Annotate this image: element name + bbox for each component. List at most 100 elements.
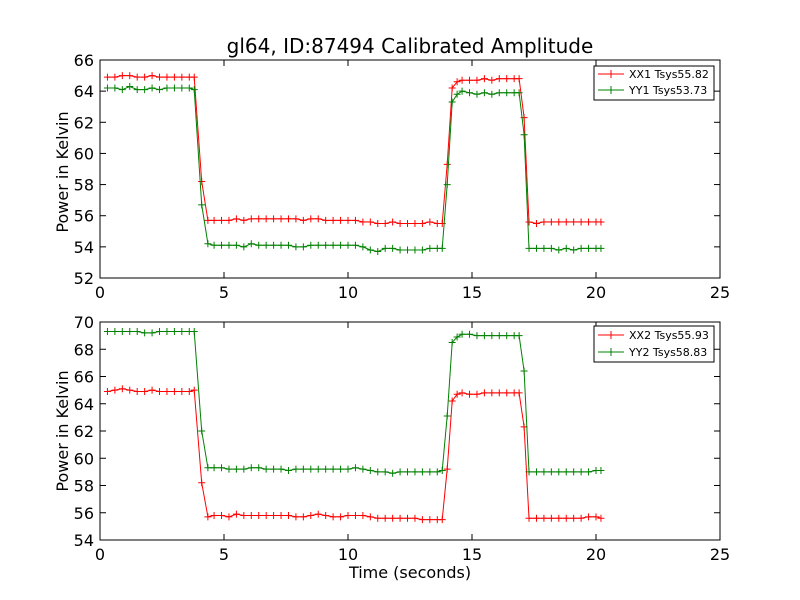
bottom-data-point-2	[374, 468, 382, 476]
top-data-point-1	[466, 76, 474, 84]
bottom-data-point-1	[307, 511, 315, 519]
top-data-point-2	[411, 246, 419, 254]
bottom-data-point-1	[389, 514, 397, 522]
bottom-data-point-2	[503, 332, 511, 340]
top-data-point-1	[473, 76, 481, 84]
top-data-point-1	[404, 220, 412, 227]
top-data-point-2	[225, 241, 233, 249]
bottom-data-point-2	[344, 465, 352, 473]
top-data-point-1	[525, 218, 533, 226]
top-x-tick-label: 0	[95, 283, 105, 302]
top-data-point-2	[299, 243, 307, 251]
bottom-data-point-2	[404, 468, 412, 476]
bottom-data-point-1	[255, 511, 263, 519]
bottom-data-point-2	[240, 465, 248, 473]
top-data-point-2	[284, 241, 292, 249]
bottom-data-point-2	[141, 329, 149, 337]
top-data-point-1	[562, 218, 570, 226]
top-data-point-2	[118, 86, 126, 94]
bottom-data-point-1	[359, 511, 367, 519]
bottom-y-tick-label: 70	[74, 313, 94, 332]
top-data-point-1	[255, 215, 263, 223]
top-data-point-2	[126, 82, 134, 90]
top-data-point-2	[322, 241, 330, 249]
top-data-point-1	[178, 73, 186, 81]
bottom-data-point-2	[466, 330, 474, 338]
top-data-point-2	[515, 89, 523, 97]
bottom-data-point-2	[247, 464, 255, 472]
bottom-data-point-2	[381, 468, 389, 476]
top-data-point-2	[170, 84, 178, 92]
top-data-point-2	[520, 131, 528, 139]
top-data-point-1	[396, 220, 404, 227]
top-data-point-1	[374, 220, 382, 227]
bottom-data-point-2	[337, 465, 345, 473]
bottom-data-point-1	[381, 514, 389, 522]
top-data-point-1	[329, 216, 337, 224]
bottom-data-point-2	[299, 465, 307, 473]
bottom-x-axis-label: Time (seconds)	[348, 563, 471, 582]
bottom-y-tick-label: 56	[74, 504, 94, 523]
bottom-x-tick-label: 10	[338, 545, 358, 564]
top-data-point-2	[141, 86, 149, 94]
bottom-y-tick-label: 68	[74, 340, 94, 359]
top-x-tick-label: 15	[462, 283, 482, 302]
top-data-point-1	[418, 220, 426, 227]
bottom-data-point-2	[555, 468, 563, 476]
bottom-data-point-2	[448, 338, 456, 346]
top-data-point-1	[232, 215, 240, 223]
top-data-point-1	[389, 218, 397, 226]
top-data-point-2	[185, 84, 193, 92]
bottom-data-point-1	[344, 511, 352, 519]
bottom-data-point-1	[103, 387, 111, 395]
bottom-data-point-2	[597, 467, 605, 475]
bottom-data-point-1	[170, 387, 178, 395]
top-data-point-1	[103, 73, 111, 81]
top-data-point-2	[418, 246, 426, 254]
top-data-point-1	[453, 78, 461, 86]
top-data-point-2	[277, 241, 285, 249]
top-data-point-2	[495, 89, 503, 97]
top-data-point-2	[351, 241, 359, 249]
bottom-data-point-2	[411, 468, 419, 476]
top-data-point-2	[178, 84, 186, 92]
bottom-data-point-1	[503, 389, 511, 397]
top-data-point-2	[156, 86, 164, 94]
bottom-data-point-1	[562, 514, 570, 522]
bottom-data-point-2	[232, 465, 240, 473]
bottom-data-point-1	[262, 511, 270, 519]
bottom-data-point-1	[480, 389, 488, 397]
bottom-data-point-2	[438, 467, 446, 475]
top-data-point-2	[389, 244, 397, 252]
top-y-tick-label: 64	[74, 82, 94, 101]
top-data-point-1	[284, 215, 292, 223]
top-legend-box	[593, 65, 715, 101]
top-data-point-2	[597, 244, 605, 252]
bottom-legend-label-2: YY2 Tsys58.83	[628, 346, 707, 359]
bottom-data-point-2	[103, 328, 111, 336]
bottom-data-point-1	[133, 387, 141, 395]
top-data-point-1	[532, 220, 540, 227]
bottom-data-point-1	[240, 511, 248, 519]
bottom-data-point-1	[141, 387, 149, 395]
top-data-point-1	[133, 73, 141, 81]
top-data-point-2	[466, 89, 474, 97]
top-data-point-1	[337, 216, 345, 224]
bottom-data-point-2	[396, 468, 404, 476]
bottom-data-point-1	[156, 387, 164, 395]
bottom-data-point-1	[495, 389, 503, 397]
top-data-point-1	[443, 160, 451, 168]
bottom-data-point-2	[178, 328, 186, 336]
top-data-point-2	[218, 241, 226, 249]
bottom-y-axis-label: Power in Kelvin	[53, 370, 72, 491]
bottom-data-point-2	[225, 465, 233, 473]
bottom-legend: XX2 Tsys55.93 YY2 Tsys58.83	[593, 325, 715, 363]
chart-title: gl64, ID:87494 Calibrated Amplitude	[227, 34, 594, 58]
bottom-data-point-1	[284, 511, 292, 519]
bottom-data-point-2	[443, 412, 451, 420]
bottom-data-point-2	[585, 468, 593, 476]
bottom-data-point-2	[314, 465, 322, 473]
top-data-point-2	[585, 244, 593, 252]
bottom-data-point-1	[426, 516, 434, 524]
